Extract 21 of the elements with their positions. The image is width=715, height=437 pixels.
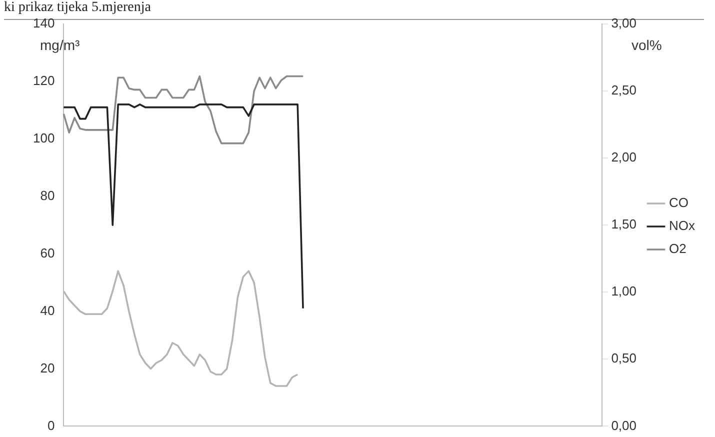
y-tick-label: 0 (47, 418, 55, 433)
legend-label: CO (669, 195, 688, 210)
legend-label: O2 (669, 241, 686, 256)
y2-tick-label: 2,00 (611, 150, 637, 165)
y2-tick-label: 0,00 (611, 418, 637, 433)
legend-label: NOx (669, 218, 696, 234)
y2-tick-label: 1,50 (611, 216, 637, 232)
y2-axis-title: vol% (632, 36, 662, 53)
y-tick-label: 140 (32, 16, 55, 31)
chart-title: ki prikaz tijeka 5.mjerenja (4, 0, 151, 15)
y2-tick-label: 1,00 (611, 284, 637, 299)
y-tick-label: 60 (40, 245, 55, 260)
y-tick-label: 80 (40, 188, 55, 203)
y2-tick-label: 2,50 (611, 82, 637, 98)
y-tick-label: 100 (32, 130, 55, 146)
y2-tick-label: 3,00 (611, 16, 637, 31)
y-tick-label: 120 (32, 73, 55, 88)
y-tick-label: 20 (40, 360, 55, 376)
y-tick-label: 40 (40, 302, 55, 318)
y2-tick-label: 0,50 (611, 350, 637, 366)
y-axis-title: mg/m³ (40, 36, 80, 53)
